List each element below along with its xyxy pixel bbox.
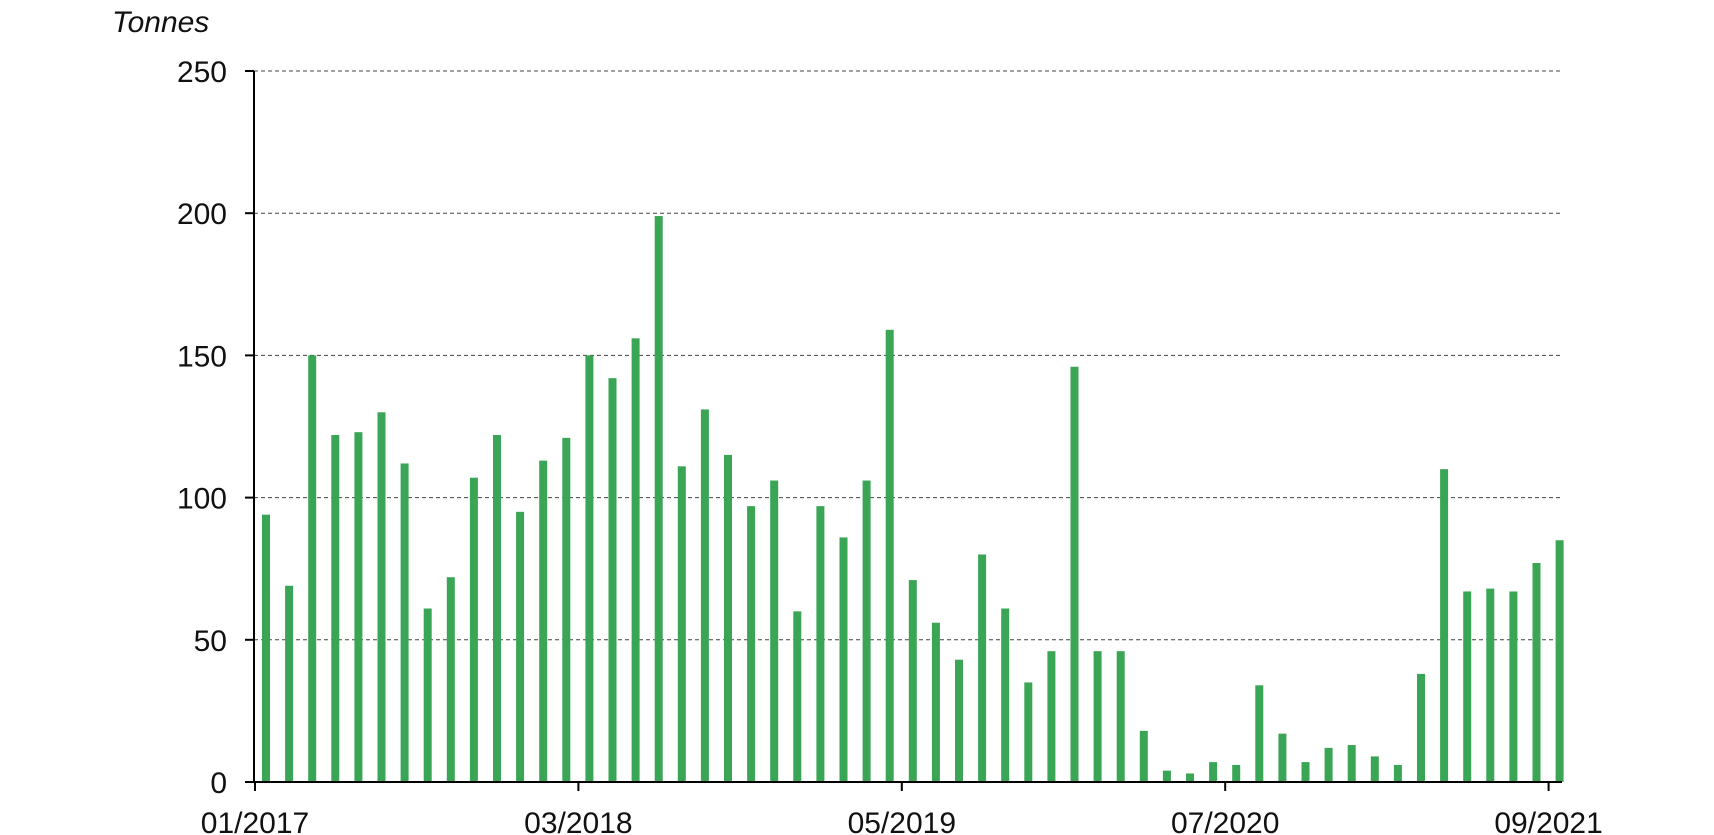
bar xyxy=(1417,673,1425,782)
bar xyxy=(516,511,525,782)
bar xyxy=(493,435,501,782)
bar xyxy=(354,432,363,782)
y-tick-labels: 0 50 100 150 200 250 xyxy=(177,56,254,800)
bar xyxy=(1509,591,1518,782)
bar xyxy=(1393,764,1402,782)
bar xyxy=(793,611,802,782)
bar xyxy=(931,622,940,782)
bar xyxy=(816,506,825,782)
bar xyxy=(285,585,294,782)
bar xyxy=(1186,773,1194,782)
bar xyxy=(700,409,709,782)
bar xyxy=(1463,591,1472,782)
bar xyxy=(562,437,571,782)
y-tick-label: 200 xyxy=(177,198,227,231)
bar xyxy=(631,338,640,782)
axes xyxy=(253,71,1562,783)
bar xyxy=(885,329,894,782)
bar xyxy=(955,659,963,782)
bar xyxy=(1301,762,1310,782)
bar xyxy=(908,580,917,782)
bar xyxy=(862,480,871,782)
bar xyxy=(1162,770,1171,782)
bar xyxy=(978,554,987,782)
y-tick-label: 50 xyxy=(194,625,227,658)
bar xyxy=(1486,588,1495,782)
x-tick-label: 07/2020 xyxy=(1171,807,1279,835)
bar xyxy=(1001,608,1010,782)
bar xyxy=(1070,366,1079,782)
bar xyxy=(308,355,317,782)
gridlines xyxy=(254,70,1562,641)
x-tick-labels: 01/2017 03/2018 05/2019 07/2020 09/2021 xyxy=(201,782,1603,835)
y-tick-label: 250 xyxy=(177,56,227,89)
bar xyxy=(1440,469,1449,782)
bar xyxy=(1324,747,1333,782)
x-tick-label: 09/2021 xyxy=(1494,807,1602,835)
bar xyxy=(1532,563,1541,782)
x-tick-label: 03/2018 xyxy=(524,807,632,835)
y-axis-unit-label: Tonnes xyxy=(112,6,209,39)
bar xyxy=(654,216,663,782)
bar xyxy=(1370,756,1379,782)
bars xyxy=(262,216,1564,782)
bar xyxy=(1347,745,1356,782)
bar xyxy=(770,480,779,782)
bar xyxy=(1116,651,1125,782)
bar xyxy=(1232,764,1241,782)
bar xyxy=(446,577,455,782)
bar xyxy=(377,412,386,782)
bar xyxy=(262,514,270,782)
bar xyxy=(1555,540,1564,782)
bar xyxy=(839,537,848,782)
bar xyxy=(423,608,432,782)
bar xyxy=(608,378,617,782)
bar xyxy=(331,435,340,782)
x-tick-label: 05/2019 xyxy=(848,807,956,835)
bar xyxy=(724,454,732,782)
bar xyxy=(469,477,478,782)
bar xyxy=(539,460,548,782)
y-tick-label: 0 xyxy=(210,767,227,800)
bar xyxy=(400,463,409,782)
x-tick-label: 01/2017 xyxy=(201,807,309,835)
y-tick-label: 150 xyxy=(177,340,227,373)
bar xyxy=(1093,651,1102,782)
bar xyxy=(1047,651,1056,782)
bar xyxy=(1278,733,1287,782)
bar xyxy=(585,355,594,782)
bar xyxy=(1024,682,1033,782)
bar xyxy=(677,466,686,782)
bar xyxy=(1139,730,1148,782)
bar xyxy=(1255,685,1264,782)
bar xyxy=(747,506,756,782)
bar xyxy=(1209,762,1218,782)
y-tick-label: 100 xyxy=(177,483,227,516)
